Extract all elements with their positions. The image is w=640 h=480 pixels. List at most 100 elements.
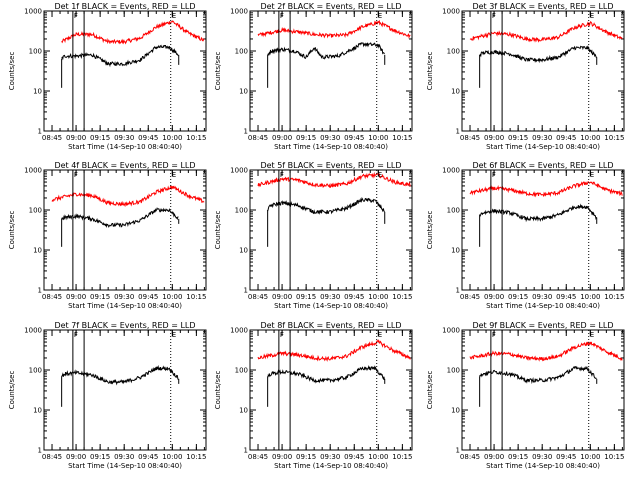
- marker-label: E: [172, 12, 176, 20]
- x-tick-label: 10:00: [162, 293, 182, 301]
- marker-label: E: [378, 331, 382, 339]
- y-tick-label: 1000: [442, 8, 460, 16]
- marker-label: E: [172, 171, 176, 179]
- y-tick-label: 1: [244, 447, 248, 455]
- y-tick-label: 1: [456, 447, 460, 455]
- x-tick-label: 08:45: [42, 134, 62, 142]
- x-tick-label: 10:00: [162, 453, 182, 461]
- x-tick-label: 08:45: [248, 134, 268, 142]
- x-tick-label: 08:45: [460, 293, 480, 301]
- axes-frame: [43, 329, 207, 451]
- x-tick-label: 09:00: [66, 134, 86, 142]
- x-tick-label: 09:15: [508, 293, 528, 301]
- series-line-2: [267, 196, 385, 215]
- series-group: [51, 185, 205, 247]
- y-tick-label: 1000: [230, 167, 248, 175]
- y-tick-label: 1: [456, 287, 460, 295]
- x-axis-label: Start Time (14-Sep-10 08:40:40): [68, 143, 182, 151]
- axes-frame: [249, 10, 413, 132]
- x-tick-label: 08:45: [248, 453, 268, 461]
- y-tick-label: 1: [38, 128, 42, 136]
- y-tick-label: 100: [235, 48, 248, 56]
- x-tick-label: 10:15: [604, 134, 624, 142]
- marker-label: F: [74, 12, 78, 20]
- y-axis-label: Counts/sec: [426, 52, 434, 91]
- axes-frame: [249, 329, 413, 451]
- chart-panel-9: Det 9f BLACK = Events, RED = LLD Counts/s…: [426, 321, 625, 470]
- x-tick-label: 10:00: [368, 453, 388, 461]
- chart-title: Det 1f BLACK = Events, RED = LLD: [54, 2, 195, 11]
- y-axis-label: Counts/sec: [8, 371, 16, 410]
- marker-label: F: [492, 171, 496, 179]
- y-tick-label: 1000: [442, 327, 460, 335]
- y-tick-label: 10: [451, 88, 460, 96]
- x-tick-label: 10:00: [580, 293, 600, 301]
- chart-title: Det 3f BLACK = Events, RED = LLD: [472, 2, 613, 11]
- x-tick-label: 10:15: [392, 134, 412, 142]
- x-tick-label: 09:15: [296, 453, 316, 461]
- axes-frame: [43, 10, 207, 132]
- y-tick-label: 100: [447, 48, 460, 56]
- y-axis-label: Counts/sec: [8, 52, 16, 91]
- x-tick-label: 08:45: [42, 453, 62, 461]
- x-tick-label: 09:00: [272, 453, 292, 461]
- y-tick-label: 100: [29, 48, 42, 56]
- y-tick-label: 10: [33, 88, 42, 96]
- series-group: [61, 364, 180, 407]
- x-tick-label: 09:45: [138, 134, 158, 142]
- axes-frame: [461, 10, 625, 132]
- marker-label: F: [280, 171, 284, 179]
- x-tick-label: 10:00: [368, 293, 388, 301]
- x-tick-label: 09:30: [114, 134, 134, 142]
- series-line-2: [267, 364, 385, 384]
- x-tick-label: 10:15: [186, 293, 206, 301]
- x-tick-label: 09:00: [484, 134, 504, 142]
- y-axis-label: Counts/sec: [426, 211, 434, 250]
- series-line-1: [469, 340, 623, 362]
- x-tick-label: 09:15: [296, 293, 316, 301]
- series-line-1: [257, 339, 411, 362]
- y-tick-label: 10: [33, 407, 42, 415]
- chart-panel-5: Det 5f BLACK = Events, RED = LLD Counts/s…: [214, 161, 413, 310]
- x-axis-label: Start Time (14-Sep-10 08:40:40): [486, 302, 600, 310]
- y-tick-label: 10: [239, 247, 248, 255]
- marker-label: E: [378, 171, 382, 179]
- y-axis-label: Counts/sec: [214, 52, 222, 91]
- x-tick-label: 09:45: [556, 293, 576, 301]
- x-tick-label: 09:00: [484, 293, 504, 301]
- x-tick-label: 10:15: [186, 134, 206, 142]
- y-tick-label: 1: [38, 287, 42, 295]
- marker-label: E: [590, 331, 594, 339]
- x-tick-label: 10:15: [186, 453, 206, 461]
- series-line-2: [61, 207, 179, 228]
- y-tick-label: 1000: [24, 8, 42, 16]
- series-line-2: [479, 45, 597, 64]
- x-tick-label: 09:30: [532, 293, 552, 301]
- series-line-1: [257, 19, 411, 39]
- marker-label: F: [492, 331, 496, 339]
- x-tick-label: 09:30: [114, 293, 134, 301]
- chart-title: Det 9f BLACK = Events, RED = LLD: [472, 321, 613, 330]
- y-axis-label: Counts/sec: [8, 211, 16, 250]
- series-line-1: [257, 171, 411, 188]
- marker-label: E: [590, 12, 594, 20]
- x-axis-label: Start Time (14-Sep-10 08:40:40): [274, 143, 388, 151]
- series-line-1: [51, 185, 205, 208]
- marker-label: E: [378, 12, 382, 20]
- series-group: [257, 19, 411, 88]
- chart-title: Det 5f BLACK = Events, RED = LLD: [260, 161, 401, 170]
- y-tick-label: 1000: [230, 8, 248, 16]
- y-tick-label: 100: [235, 207, 248, 215]
- series-line-2: [479, 203, 597, 223]
- series-line-1: [61, 364, 179, 386]
- series-group: [469, 20, 623, 88]
- x-tick-label: 09:30: [320, 134, 340, 142]
- y-axis-label: Counts/sec: [214, 371, 222, 410]
- y-tick-label: 1: [244, 128, 248, 136]
- x-tick-label: 09:00: [66, 453, 86, 461]
- chart-title: Det 6f BLACK = Events, RED = LLD: [472, 161, 613, 170]
- x-tick-label: 09:30: [114, 453, 134, 461]
- y-tick-label: 100: [235, 367, 248, 375]
